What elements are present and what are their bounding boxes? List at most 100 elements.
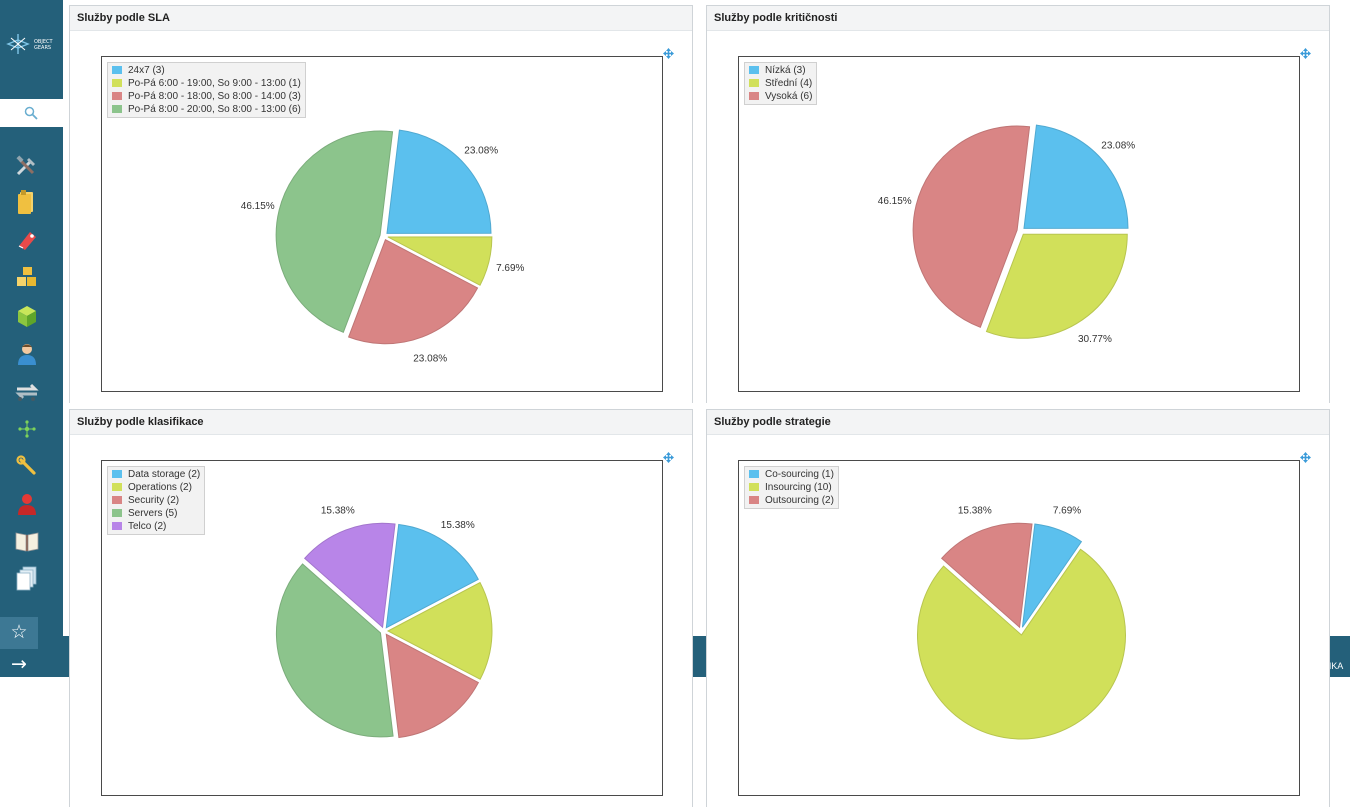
legend-swatch (112, 496, 122, 504)
legend-item: Po-Pá 8:00 - 18:00, So 8:00 - 14:00 (3) (112, 90, 301, 103)
legend-label: Servers (5) (128, 508, 178, 519)
sidebar-item-person[interactable] (13, 490, 41, 518)
slice-percent-label: 23.08% (464, 146, 498, 157)
pie-slice[interactable] (1023, 124, 1129, 229)
legend-label: Po-Pá 8:00 - 18:00, So 8:00 - 14:00 (3) (128, 91, 301, 102)
documents-icon (16, 566, 37, 591)
sidebar-item-user[interactable] (13, 340, 41, 368)
chart-legend: Nízká (3) Střední (4) Vysoká (6) (744, 62, 818, 105)
pie-slice[interactable] (387, 236, 493, 286)
legend-label: Security (2) (128, 495, 180, 506)
slice-percent-label: 15.38% (321, 505, 355, 516)
expand-icon[interactable] (1300, 452, 1311, 463)
slice-percent-label: 15.38% (958, 505, 992, 516)
person-icon (18, 494, 36, 515)
sidebar-item-cube[interactable] (13, 302, 41, 330)
sidebar-item-network[interactable] (13, 415, 41, 443)
legend-item: Střední (4) (749, 77, 812, 90)
panel-header: Služby podle strategie (707, 410, 1329, 435)
legend-swatch (112, 522, 122, 530)
legend-swatch (749, 66, 759, 74)
chart-frame: 15.38% 15.38% Data storage (2) Operations … (101, 460, 663, 796)
legend-label: Insourcing (10) (765, 482, 832, 493)
wrench-icon (16, 455, 36, 475)
sidebar: OBJECT GEARS (0, 0, 63, 677)
sync-icon (15, 383, 39, 401)
legend-swatch (112, 470, 122, 478)
legend-item: Operations (2) (112, 481, 200, 494)
legend-label: Operations (2) (128, 482, 192, 493)
expand-icon[interactable] (663, 48, 674, 59)
user-icon (18, 344, 36, 365)
pie-slice[interactable] (347, 239, 479, 345)
pie-chart: 23.08% 7.69% 23.08% 46.15% (241, 129, 525, 365)
legend-swatch (112, 483, 122, 491)
pie-slice[interactable] (1021, 523, 1083, 628)
panel-title: Služby podle klasifikace (77, 416, 204, 428)
sidebar-item-book[interactable] (13, 527, 41, 555)
expand-icon[interactable] (1300, 48, 1311, 59)
star-icon: ☆ (10, 621, 28, 643)
sidebar-item-folder[interactable] (13, 188, 41, 216)
legend-label: Střední (4) (765, 78, 813, 89)
logo-text-line: OBJECT (34, 39, 53, 45)
legend-item: Nízká (3) (749, 64, 812, 77)
legend-item: Po-Pá 8:00 - 20:00, So 8:00 - 13:00 (6) (112, 103, 301, 116)
sidebar-item-tools[interactable] (13, 152, 41, 180)
legend-item: Security (2) (112, 494, 200, 507)
pie-slice[interactable] (912, 125, 1031, 328)
sidebar-item-sync[interactable] (13, 377, 41, 405)
chart-frame: 23.08% 30.77% 46.15% Nízká (3) Střední (4) V… (738, 56, 1300, 392)
legend-swatch (112, 509, 122, 517)
legend-item: 24x7 (3) (112, 64, 301, 77)
chart-legend: 24x7 (3) Po-Pá 6:00 - 19:00, So 9:00 - 13… (107, 62, 306, 118)
sidebar-item-tag[interactable] (13, 226, 41, 254)
logo-text: OBJECT GEARS (34, 39, 53, 51)
pie-chart: 23.08% 30.77% 46.15% (878, 124, 1135, 345)
legend-item: Telco (2) (112, 520, 200, 533)
pie-slice[interactable] (940, 522, 1033, 629)
slice-percent-label: 23.08% (1101, 141, 1135, 152)
chart-legend: Co-sourcing (1) Insourcing (10) Outsourcin… (744, 466, 839, 509)
expand-icon[interactable] (663, 452, 674, 463)
slice-percent-label: 15.38% (441, 520, 475, 531)
object-gears-logo[interactable]: OBJECT GEARS (4, 30, 60, 64)
search-input[interactable] (0, 99, 63, 127)
legend-label: Data storage (2) (128, 469, 201, 480)
chart-legend: Data storage (2) Operations (2) Security (… (107, 466, 206, 535)
legend-swatch (112, 92, 122, 100)
pie-slice[interactable] (985, 233, 1128, 339)
favorites-button[interactable]: ☆ (0, 617, 38, 649)
pie-slice[interactable] (303, 522, 396, 629)
panel-header: Služby podle kritičnosti (707, 6, 1329, 31)
sidebar-item-wrench[interactable] (13, 453, 41, 481)
legend-item: Vysoká (6) (749, 90, 812, 103)
panel-sla: Služby podle SLA 23.08% 7.69% 23.08% 46.15%… (69, 5, 693, 403)
pie-slice[interactable] (385, 523, 479, 629)
legend-swatch (749, 470, 759, 478)
legend-label: Telco (2) (128, 521, 167, 532)
panel-header: Služby podle klasifikace (70, 410, 692, 435)
slice-percent-label: 46.15% (878, 196, 912, 207)
panel-classification: Služby podle klasifikace 15.38% 15.38% Da… (69, 409, 693, 807)
legend-item: Co-sourcing (1) (749, 468, 834, 481)
legend-swatch (749, 496, 759, 504)
search-icon (24, 106, 38, 120)
legend-item: Servers (5) (112, 507, 200, 520)
slice-percent-label: 30.77% (1078, 334, 1112, 345)
collapse-button[interactable]: → (0, 649, 38, 677)
panel-title: Služby podle SLA (77, 12, 170, 24)
legend-label: Po-Pá 8:00 - 20:00, So 8:00 - 13:00 (6) (128, 104, 301, 115)
legend-swatch (112, 66, 122, 74)
sidebar-item-documents[interactable] (13, 564, 41, 592)
chart-frame: 23.08% 7.69% 23.08% 46.15% 24x7 (3) Po-Pá 6:… (101, 56, 663, 392)
pie-slice[interactable] (386, 129, 492, 234)
pie-slice[interactable] (275, 130, 394, 333)
panel-title: Služby podle strategie (714, 416, 831, 428)
arrow-right-icon: → (11, 653, 27, 675)
legend-swatch (749, 483, 759, 491)
legend-label: Nízká (3) (765, 65, 806, 76)
legend-swatch (749, 92, 759, 100)
sidebar-item-boxes[interactable] (13, 264, 41, 292)
pie-slice[interactable] (386, 581, 493, 680)
